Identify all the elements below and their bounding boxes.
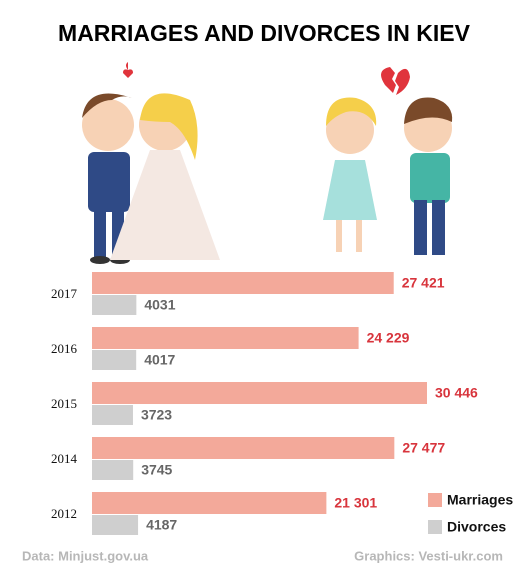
bar bbox=[92, 515, 139, 535]
value-label: 24 229 bbox=[367, 330, 410, 346]
value-label: 21 301 bbox=[334, 495, 377, 511]
legend-label: Marriages bbox=[447, 492, 513, 508]
value-label: 27 477 bbox=[402, 440, 445, 456]
bar bbox=[92, 460, 134, 480]
value-label: 4031 bbox=[144, 297, 175, 313]
category-label: 2012 bbox=[51, 506, 77, 521]
value-label: 27 421 bbox=[402, 275, 445, 291]
source: Data: Minjust.gov.ua bbox=[22, 548, 149, 563]
value-label: 30 446 bbox=[435, 385, 478, 401]
value-label: 3745 bbox=[141, 462, 172, 478]
bar bbox=[92, 327, 359, 349]
chart-title: MARRIAGES AND DIVORCES IN KIEV bbox=[58, 20, 471, 46]
bar bbox=[92, 437, 395, 459]
illustration-breakup bbox=[323, 67, 453, 255]
legend-label: Divorces bbox=[447, 519, 506, 535]
bar bbox=[92, 492, 327, 514]
category-label: 2017 bbox=[51, 286, 78, 301]
value-label: 4017 bbox=[144, 352, 175, 368]
value-label: 4187 bbox=[146, 517, 177, 533]
category-label: 2015 bbox=[51, 396, 77, 411]
category-label: 2016 bbox=[51, 341, 78, 356]
bar bbox=[92, 382, 427, 404]
category-label: 2014 bbox=[51, 451, 78, 466]
value-label: 3723 bbox=[141, 407, 172, 423]
bar bbox=[92, 350, 137, 370]
legend-swatch bbox=[428, 520, 442, 534]
bar bbox=[92, 295, 137, 315]
illustration-couple bbox=[82, 62, 220, 264]
legend-swatch bbox=[428, 493, 442, 507]
bar bbox=[92, 272, 394, 294]
bar bbox=[92, 405, 133, 425]
credit: Graphics: Vesti-ukr.com bbox=[354, 548, 503, 563]
